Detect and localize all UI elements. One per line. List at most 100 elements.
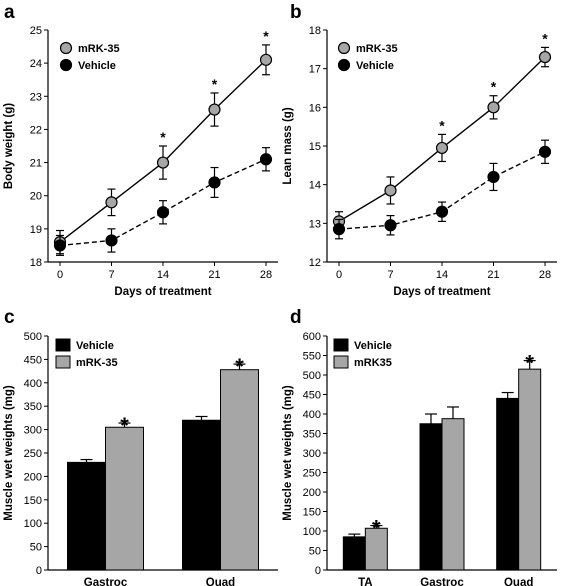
y-tick-label: 250 [303,468,321,480]
y-axis-label: Lean mass (g) [282,107,294,184]
x-axis-label: Days of treatment [114,286,211,298]
y-tick-label: 18 [30,257,42,269]
legend-label: mRK-35 [78,43,120,55]
data-point [538,145,552,158]
y-tick-label: 300 [24,425,42,437]
x-tick-label: 0 [336,269,342,281]
bar [518,368,542,571]
y-tick-label: 12 [309,257,321,269]
bar [496,397,520,571]
data-point [259,153,273,166]
y-tick-label: 20 [30,191,42,203]
panel-a: a 18 19 20 21 22 23 24 25 Body weight (g) 0 7 14 21 28… [3,2,278,298]
y-tick-label: 16 [309,102,321,114]
data-point [487,170,500,184]
y-tick-label: 50 [30,542,42,554]
y-tick-label: 400 [303,409,321,421]
y-tick-label: 200 [24,471,42,483]
y-tick-label: 25 [30,25,42,37]
category-label: Quad [504,577,533,586]
y-tick-label: 150 [303,507,321,519]
x-tick-label: 7 [387,269,393,281]
y-tick-label: 450 [303,390,321,402]
data-point [384,184,397,197]
legend-swatch [333,355,349,369]
significance-star: * [212,76,218,92]
category-label: Quad [206,577,235,586]
legend-label: Vehicle [78,60,116,72]
significance-star: * [372,516,381,541]
y-axis-label: Body weight (g) [3,103,15,189]
legend-label: mRK-35 [76,357,118,369]
legend-label: mRK35 [354,357,392,369]
x-tick-label: 28 [539,269,551,281]
y-tick-label: 21 [30,158,42,170]
data-point [259,53,273,66]
y-tick-label: 100 [24,518,42,530]
panel-letter: b [290,2,302,23]
bar [419,423,443,571]
bar [342,536,366,571]
category-label: Gastroc [420,577,464,586]
y-tick-label: 300 [303,448,321,460]
category-label: Gastroc [84,577,128,586]
legend-label: Vehicle [354,340,392,352]
y-tick-label: 24 [30,58,42,70]
category-label: TA [358,577,372,586]
y-tick-label: 19 [30,224,42,236]
data-point [332,223,346,236]
data-point [105,196,118,209]
data-point [487,101,500,114]
significance-star: * [235,354,244,379]
bar [67,461,106,571]
data-point [156,206,170,219]
y-tick-label: 100 [303,526,321,538]
x-axis-label: Days of treatment [393,286,490,298]
x-tick-label: 14 [436,269,448,281]
x-tick-label: 0 [57,269,63,281]
panel-b: b 12 13 14 15 16 17 18 Lean mass (g) 0 7 14 21 28 Days… [282,2,557,298]
y-tick-label: 50 [309,546,321,558]
y-tick-label: 22 [30,124,42,136]
x-tick-label: 21 [487,269,499,281]
y-tick-label: 500 [24,331,42,343]
data-point [538,50,552,64]
data-point [53,239,67,252]
significance-star: * [160,129,166,145]
significance-star: * [263,28,269,44]
y-tick-label: 13 [309,218,321,230]
y-tick-label: 250 [24,448,42,460]
significance-star: * [439,117,445,133]
x-tick-label: 21 [208,269,220,281]
y-tick-label: 500 [303,370,321,382]
data-point [208,103,221,116]
series-line-vehicle [59,158,267,247]
data-point [105,234,118,247]
y-tick-label: 0 [36,565,42,577]
y-tick-label: 450 [24,354,42,366]
y-axis-label: Muscle wet weights (mg) [3,385,15,521]
bar [105,426,144,571]
x-tick-label: 14 [157,269,169,281]
significance-star: * [491,79,497,95]
legend-swatch [55,355,71,369]
legend-marker [59,58,73,72]
y-axis-label: Muscle wet weights (mg) [282,385,294,521]
legend-swatch [333,338,349,352]
legend-label: Vehicle [76,340,114,352]
y-tick-label: 0 [315,565,321,577]
y-tick-label: 23 [30,91,42,103]
panel-c: c 0 50 100 150 200 250 300 350 400 450 500 Muscle we… [3,307,278,586]
data-point [435,141,449,155]
x-tick-label: 28 [260,269,272,281]
legend-label: Vehicle [356,60,394,72]
bar [441,418,465,571]
bar [220,369,259,571]
significance-star: * [525,351,534,376]
data-point [208,176,221,189]
data-point [435,205,449,218]
significance-star: * [542,30,548,46]
x-tick-label: 7 [108,269,114,281]
data-point [384,219,397,232]
legend-marker [59,41,73,55]
